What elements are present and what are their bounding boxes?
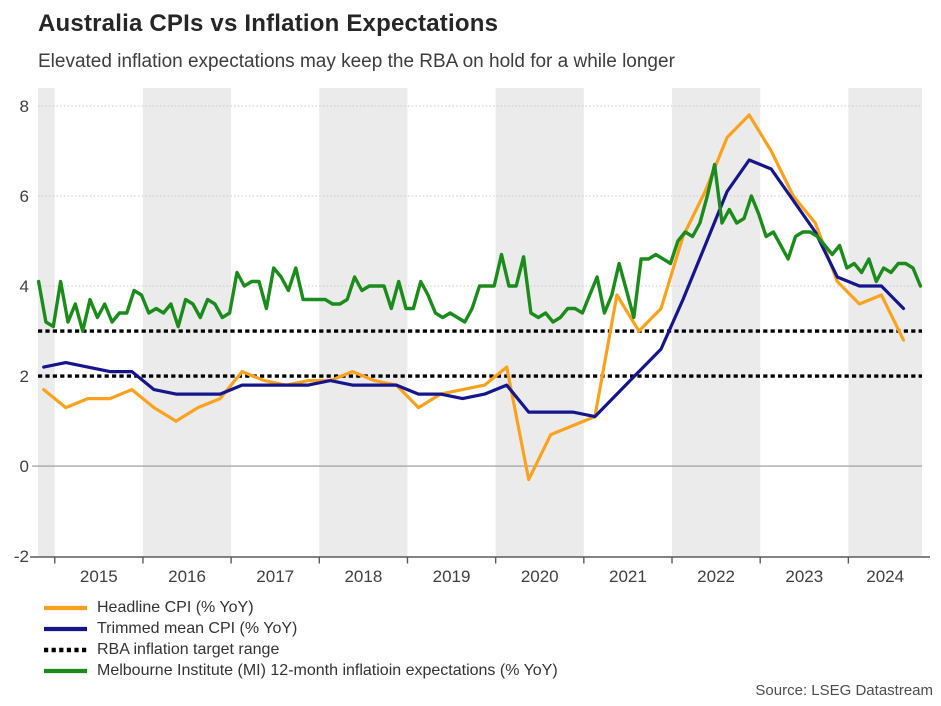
legend-swatch-2	[44, 647, 87, 652]
x-tick-label: 2023	[785, 567, 823, 586]
y-tick-label--2: -2	[14, 547, 29, 566]
chart-legend: Headline CPI (% YoY) Trimmed mean CPI (% …	[42, 597, 558, 681]
source-note: Source: LSEG Datastream	[755, 682, 933, 699]
year-band-2022	[672, 88, 761, 557]
y-tick-label-4: 4	[20, 277, 29, 296]
series-line-2	[36, 162, 923, 333]
legend-item-3: Melbourne Institute (MI) 12-month inflat…	[42, 660, 558, 681]
x-tick-label: 2019	[433, 567, 471, 586]
y-tick-label-0: 0	[20, 457, 29, 476]
series-line-0	[42, 113, 906, 482]
x-tick-label: 2016	[168, 567, 206, 586]
series-line-1	[42, 158, 906, 419]
year-band-2016	[142, 88, 232, 557]
y-tick-label-6: 6	[20, 187, 29, 206]
legend-label: Headline CPI (% YoY)	[97, 598, 254, 616]
legend-label: RBA inflation target range	[97, 640, 280, 658]
page-subtitle: Elevated inflation expectations may keep…	[38, 51, 675, 72]
x-tick-label: 2020	[521, 567, 559, 586]
legend-label: Trimmed mean CPI (% YoY)	[97, 619, 298, 637]
y-tick-label-8: 8	[20, 97, 29, 116]
legend-item-0: Headline CPI (% YoY)	[42, 597, 558, 618]
legend-swatch-3	[44, 668, 87, 673]
year-band-2018	[319, 88, 408, 557]
x-tick-label: 2018	[344, 567, 382, 586]
x-tick-label: 2024	[866, 567, 904, 586]
legend-item-1: Trimmed mean CPI (% YoY)	[42, 618, 558, 639]
legend-item-2: RBA inflation target range	[42, 639, 558, 660]
legend-swatch-1	[44, 626, 87, 631]
legend-label: Melbourne Institute (MI) 12-month inflat…	[97, 661, 558, 679]
x-tick-label: 2022	[697, 567, 735, 586]
year-band-2024	[848, 88, 922, 557]
legend-swatch-0	[44, 605, 87, 610]
x-tick-label: 2017	[256, 567, 294, 586]
x-tick-label: 2015	[80, 567, 118, 586]
y-tick-label-2: 2	[20, 367, 29, 386]
x-tick-label: 2021	[609, 567, 647, 586]
year-band-2020	[495, 88, 584, 557]
page-title: Australia CPIs vs Inflation Expectations	[38, 10, 499, 37]
